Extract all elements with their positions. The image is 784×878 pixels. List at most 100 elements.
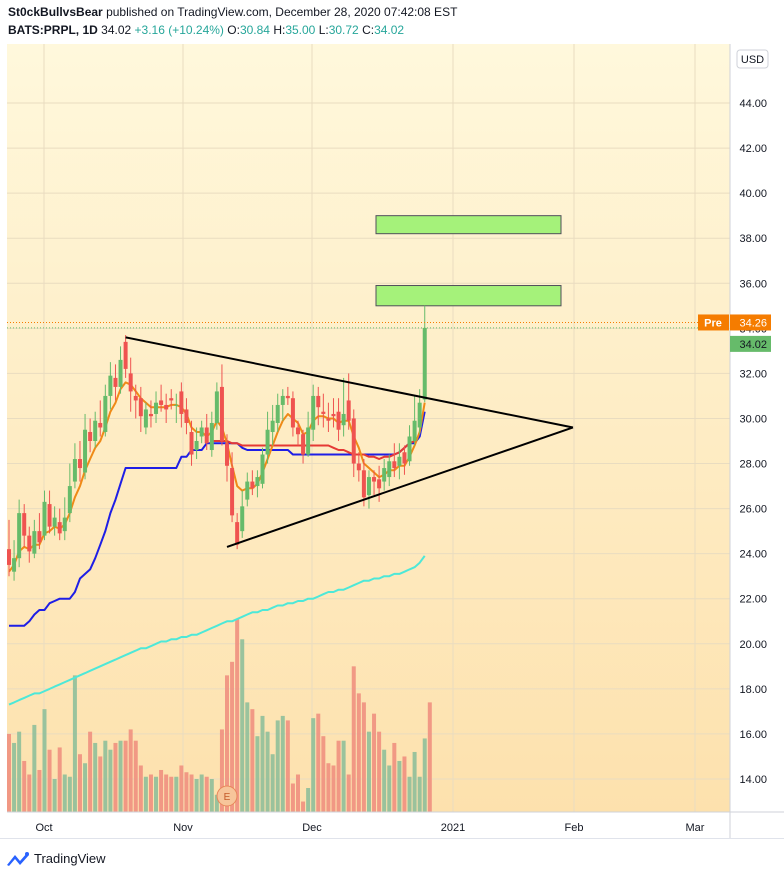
candle-body [118,359,123,387]
price-tick-label: 44.00 [739,98,767,110]
volume-bar [22,760,27,812]
time-tick-label: Feb [565,822,584,834]
time-axis: Oct Nov Dec 2021 Feb Mar [35,822,704,834]
volume-bar [72,675,77,812]
candle-body [47,504,52,527]
volume-bar [52,779,57,812]
price-tick-label: 36.00 [739,278,767,290]
candle-body [290,398,295,428]
candle-body [270,420,275,432]
volume-bar [159,769,164,812]
volume-bar [265,731,270,812]
high-label: H: [273,23,286,37]
candle-body [377,479,382,489]
price-tick-label: 24.00 [739,549,767,561]
volume-bar [326,763,331,812]
volume-bar [47,749,52,812]
volume-bar [392,742,397,812]
volume-bar [240,639,245,812]
publisher-name[interactable]: St0ckBullvsBear [8,5,103,19]
candle-body [250,481,255,489]
candle-body [295,427,300,435]
volume-bar [77,754,82,812]
footer: TradingView [0,838,784,878]
volume-bar [133,740,138,812]
currency-button[interactable]: USD [736,49,769,69]
open-label: O: [227,23,240,37]
volume-bar [27,774,32,812]
volume-bar [377,731,382,812]
candle-body [194,441,199,451]
tradingview-logo-icon[interactable] [6,851,30,867]
volume-bar [194,779,199,812]
price-axis: 14.00 16.00 18.00 20.00 22.00 24.00 26.00 28.00… [739,98,767,786]
volume-bar [113,742,118,812]
candle-body [225,443,230,466]
candle-body [62,517,67,532]
candle-body [255,477,260,487]
price-tick-label: 26.00 [739,504,767,516]
candle-body [184,409,189,423]
candle-body [280,395,285,405]
volume-bar [154,776,159,812]
candle-body [407,436,412,462]
candle-body [311,395,316,430]
volume-bar [118,740,123,812]
volume-bar [209,779,214,812]
price-tick-label: 20.00 [739,639,767,651]
symbol[interactable]: BATS:PRPL, 1D [8,23,98,37]
trendlines [125,336,574,548]
candle-body [402,452,407,464]
volume-bar [98,756,103,812]
volume-bar [225,675,230,812]
volume-bar [143,776,148,812]
candle-body [93,420,98,441]
candle-body [133,395,138,401]
candle-body [219,386,224,441]
candle-body [346,400,351,421]
cyan-moving-average-line [8,555,426,706]
time-tick-label: 2021 [441,822,465,834]
target-zones [375,215,562,307]
candle-body [37,531,42,543]
volume-bar [260,715,265,812]
candle-body [321,411,326,414]
price-change: +3.16 (+10.24%) [134,23,224,37]
candle-body [301,434,306,455]
pre-value-badge [730,314,771,331]
volume-bar [57,747,62,812]
candle-body [397,456,402,466]
candle-body [32,531,37,554]
volume-bar [321,736,326,812]
candle-body [204,427,209,444]
candle-body [22,513,27,536]
volume-bar [382,749,387,812]
volume-bar [128,729,133,812]
volume-bar [422,738,427,812]
volume-bar [12,742,17,812]
candle-body [245,481,250,500]
header: St0ckBullvsBear published on TradingView… [0,0,784,44]
price-tick-label: 14.00 [739,774,767,786]
low-value: 30.72 [328,23,359,37]
volume-bar [42,709,47,812]
volume-bar [214,794,219,812]
volume-bar [255,736,260,812]
candle-body [285,395,290,399]
pre-label: Pre [704,317,722,329]
volume-bar [204,776,209,812]
volume-bar [361,702,366,812]
volume-bar [407,776,412,812]
earnings-marker[interactable]: E [216,785,238,807]
symbol-line: BATS:PRPL, 1D 34.02 +3.16 (+10.24%) O:30… [8,23,404,37]
price-chart[interactable]: 14.00 16.00 18.00 20.00 22.00 24.00 26.00 28.00… [0,0,784,838]
volume-bar [290,783,295,812]
price-tick-label: 28.00 [739,459,767,471]
volume-bar [235,619,240,812]
candle-body [113,377,118,387]
candle-body [179,391,184,414]
tradingview-brand[interactable]: TradingView [34,851,106,866]
volume-bar [387,765,392,812]
candle-body [260,454,265,484]
candle-body [88,431,93,441]
